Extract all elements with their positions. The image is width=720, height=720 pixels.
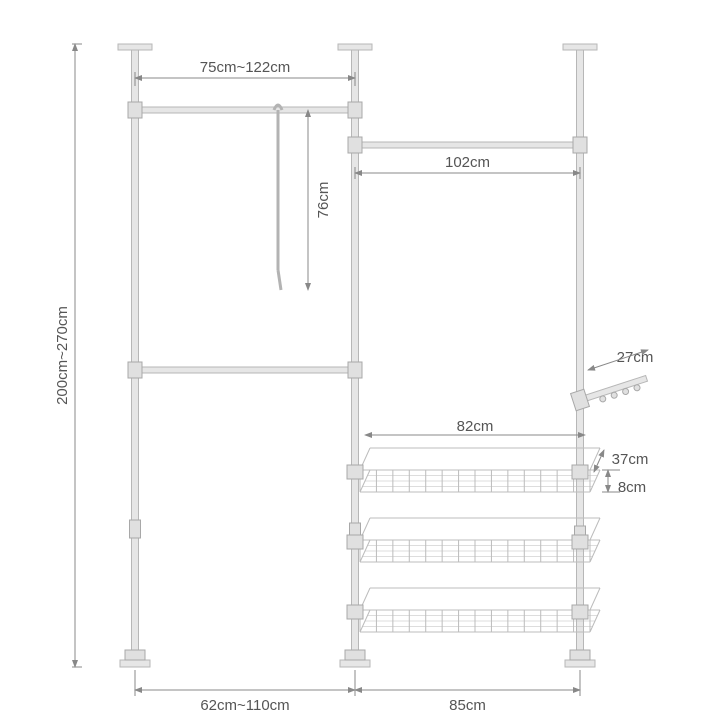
floor-foot xyxy=(340,660,370,667)
ceiling-cap xyxy=(563,44,597,50)
pole-joint xyxy=(130,520,141,538)
foot-collar xyxy=(570,650,590,660)
dimension-label: 82cm xyxy=(457,418,494,435)
rail-clamp xyxy=(348,102,362,118)
hanging-rod-handle xyxy=(278,270,281,290)
foot-collar xyxy=(125,650,145,660)
rail-clamp xyxy=(348,362,362,378)
dimension-label: 62cm~110cm xyxy=(200,697,289,714)
dimension-label: 8cm xyxy=(618,479,646,496)
ceiling-cap xyxy=(118,44,152,50)
dimension-label: 102cm xyxy=(445,154,490,171)
rail-clamp xyxy=(128,102,142,118)
rail-clamp xyxy=(348,137,362,153)
dimension-label: 85cm xyxy=(449,697,486,714)
floor-foot xyxy=(565,660,595,667)
rail-clamp xyxy=(128,362,142,378)
foot-collar xyxy=(345,650,365,660)
dimension-label: 27cm xyxy=(617,349,654,366)
dimension-label: 76cm xyxy=(315,182,332,219)
top-left-rail xyxy=(135,107,355,113)
vertical-pole xyxy=(132,50,139,660)
rail-clamp xyxy=(573,137,587,153)
dimension-label: 200cm~270cm xyxy=(54,306,71,405)
mid-left-rail xyxy=(135,367,355,373)
wire-basket xyxy=(347,588,600,632)
ceiling-cap xyxy=(338,44,372,50)
top-right-rail xyxy=(355,142,580,148)
wire-basket xyxy=(347,448,600,492)
dimension-label: 75cm~122cm xyxy=(200,59,290,76)
wire-basket xyxy=(347,518,600,562)
floor-foot xyxy=(120,660,150,667)
dimension-label: 37cm xyxy=(612,451,649,468)
